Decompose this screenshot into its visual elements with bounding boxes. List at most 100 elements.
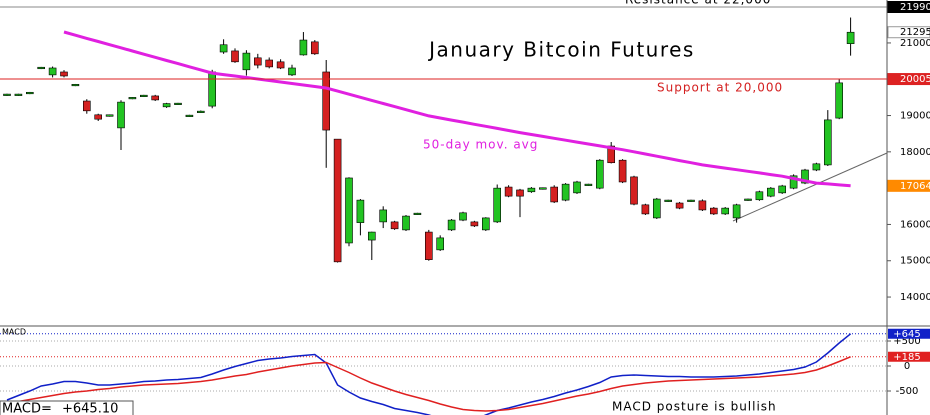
candle-body — [709, 207, 718, 215]
candle-body — [630, 176, 638, 205]
annotation: MACD posture is bullish — [612, 400, 777, 414]
trend-line — [732, 152, 888, 222]
candle-body — [573, 181, 581, 194]
candle-body — [835, 82, 844, 119]
macd-panel: +500 0 -500 +645 +185 MACD MACD= +645.10 MACD po… — [0, 328, 930, 415]
candle-body — [538, 187, 547, 190]
candle-body — [333, 138, 342, 263]
candle-body — [766, 187, 775, 197]
candle-body — [721, 207, 730, 215]
candle-body — [390, 221, 399, 230]
candle-body — [94, 114, 102, 120]
candle-body — [3, 93, 11, 96]
candle-body — [812, 163, 821, 171]
candle-body — [413, 212, 422, 215]
candle-body — [459, 212, 467, 221]
macd-tag-label: +645 — [893, 329, 920, 340]
candle-body — [527, 187, 536, 193]
candle-body — [288, 67, 296, 76]
price-tag-label: 17064 — [900, 181, 930, 192]
y-tick-label: +500 — [893, 336, 920, 347]
candle-body — [299, 39, 308, 56]
candle-body — [48, 67, 57, 76]
candle-body — [732, 204, 741, 219]
candle-body — [664, 199, 673, 202]
candle-body — [379, 209, 388, 223]
candle-body — [402, 215, 410, 231]
candle-body — [698, 200, 707, 211]
candle-body — [254, 57, 262, 66]
price-tag — [887, 179, 930, 192]
candle-body — [516, 189, 524, 197]
candle-body — [367, 231, 376, 241]
y-tick-label: 19000 — [900, 111, 930, 122]
candle-body — [470, 221, 479, 227]
candle-body — [607, 145, 616, 164]
price-panel: 1400015000160001700018000190002000021000… — [0, 0, 930, 303]
candle-body — [493, 187, 502, 223]
price-tag — [887, 26, 930, 39]
candle-body — [744, 198, 752, 201]
candle-body — [197, 110, 205, 113]
candle-body — [174, 102, 182, 105]
candle-body — [687, 199, 695, 202]
price-tag-label: 20005 — [900, 74, 930, 85]
candle-body — [208, 71, 216, 107]
y-tick-label: 21000 — [900, 38, 930, 49]
readout-box — [0, 400, 134, 415]
candle-body — [14, 93, 23, 96]
candle-body — [310, 41, 319, 55]
price-tag — [887, 1, 930, 13]
candle-body — [265, 59, 274, 68]
candle-body — [151, 95, 159, 101]
candle-body — [117, 101, 125, 129]
candle-body — [128, 97, 137, 100]
y-tick-label: 14000 — [900, 292, 930, 303]
candle-body — [846, 31, 855, 44]
candle-body — [140, 94, 148, 97]
candle-body — [105, 114, 114, 117]
candle-body — [789, 175, 798, 189]
candle-body — [424, 231, 433, 260]
y-tick-label: 0 — [904, 361, 910, 372]
macd-line — [6, 356, 851, 412]
chart-title: January Bitcoin Futures — [427, 38, 695, 62]
candle-body — [276, 61, 285, 69]
candle-body — [356, 199, 365, 223]
candle-body — [755, 191, 764, 201]
price-tag — [887, 73, 930, 86]
annotation: Resistance at 22,000 — [625, 0, 771, 7]
candle-body — [447, 219, 456, 231]
macd-tag — [888, 328, 930, 339]
candle-body — [675, 202, 684, 209]
candle-body — [561, 183, 570, 201]
candle-body — [231, 50, 239, 63]
candle-body — [778, 185, 787, 194]
candle-body — [37, 66, 46, 70]
price-tag-label: 21295 — [900, 27, 930, 38]
y-tick-label: 15000 — [900, 256, 930, 267]
candle-body — [436, 237, 445, 251]
candle-body — [652, 198, 661, 219]
readout-value: +645.10 — [62, 402, 118, 415]
macd-line — [6, 333, 852, 415]
candle-body — [584, 183, 593, 186]
candle-body — [641, 204, 650, 215]
panel-title: MACD — [2, 328, 26, 337]
y-tick-label: -500 — [896, 386, 919, 397]
annotation: 50-day mov. avg — [423, 138, 538, 152]
candle-body — [595, 159, 604, 189]
candle-body — [618, 159, 627, 183]
candle-body — [219, 44, 228, 53]
macd-lines — [6, 333, 852, 415]
candle-body — [83, 100, 91, 112]
candle-body — [242, 52, 251, 71]
candle-body — [185, 114, 194, 117]
candle-body — [823, 119, 832, 166]
candle-body — [801, 169, 809, 184]
candles — [3, 17, 855, 263]
candle-body — [481, 217, 490, 231]
candle-body — [71, 83, 80, 87]
